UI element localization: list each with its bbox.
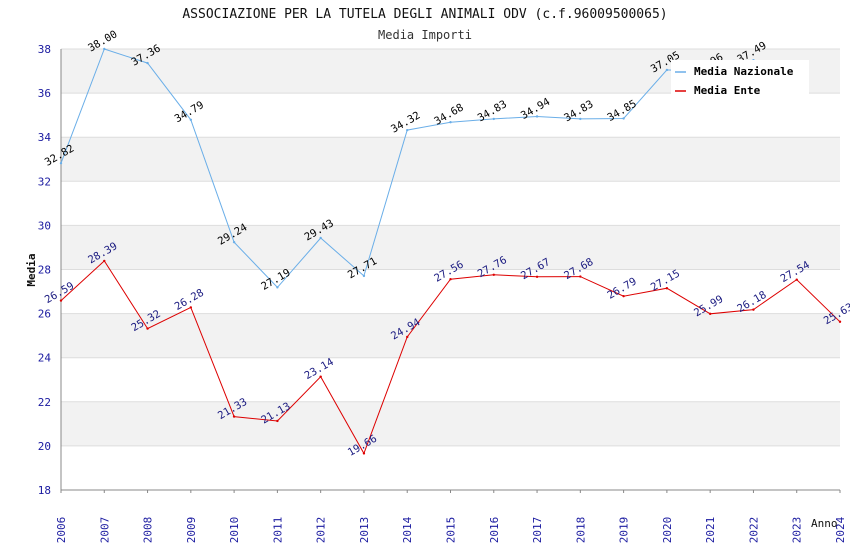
data-point <box>319 375 322 378</box>
y-tick-labels: 18 20 22 24 26 28 30 32 34 36 38 <box>38 43 52 497</box>
data-label: 26.18 <box>735 289 768 315</box>
data-point <box>622 117 625 120</box>
background-band <box>61 401 840 446</box>
data-point <box>579 117 582 121</box>
data-point <box>103 259 106 263</box>
data-label: 34.94 <box>519 96 552 122</box>
x-tick-label: 2023 <box>791 517 804 544</box>
y-tick-label: 36 <box>38 87 51 100</box>
x-tick-labels: 2006 2007 2008 2009 2010 2011 2012 2013 2014 2015… <box>55 490 847 543</box>
data-label: 26.28 <box>173 287 206 313</box>
legend-entry: Media Ente <box>694 84 761 97</box>
data-point <box>449 278 452 281</box>
data-point <box>449 121 452 124</box>
y-tick-label: 38 <box>38 43 51 56</box>
data-label: 34.68 <box>432 102 465 128</box>
data-point <box>276 419 279 423</box>
background-bands <box>61 49 840 446</box>
data-point <box>103 47 106 51</box>
data-label: 34.85 <box>605 98 638 124</box>
data-point <box>492 273 495 276</box>
y-tick-label: 24 <box>38 352 52 365</box>
x-tick-label: 2024 <box>834 516 847 543</box>
x-tick-label: 2018 <box>574 517 587 544</box>
gridlines <box>61 48 840 491</box>
y-tick-label: 32 <box>38 175 51 188</box>
series-lines <box>59 47 842 455</box>
data-label: 34.32 <box>389 109 422 135</box>
y-tick-label: 30 <box>38 219 51 232</box>
x-tick-label: 2014 <box>401 516 414 543</box>
y-tick-label: 28 <box>38 264 51 277</box>
x-tick-label: 2019 <box>618 517 631 544</box>
data-point <box>232 240 236 244</box>
data-point <box>492 117 495 121</box>
x-tick-label: 2007 <box>98 517 111 544</box>
data-point <box>189 118 193 121</box>
data-point <box>319 236 322 240</box>
data-point <box>752 308 755 311</box>
background-band <box>61 225 840 270</box>
data-point <box>59 299 63 302</box>
data-point <box>232 415 236 418</box>
data-point <box>535 115 539 118</box>
data-point <box>838 320 842 323</box>
chart-title: ASSOCIAZIONE PER LA TUTELA DEGLI ANIMALI… <box>182 7 667 22</box>
y-axis-label: Media <box>25 253 38 286</box>
legend-entry: Media Nazionale <box>694 65 794 78</box>
data-point <box>665 287 669 290</box>
x-tick-label: 2010 <box>228 517 241 544</box>
data-point <box>579 275 582 278</box>
x-tick-label: 2015 <box>445 517 458 544</box>
x-tick-label: 2013 <box>358 517 371 544</box>
data-point <box>59 162 63 165</box>
background-band <box>61 137 840 182</box>
data-point <box>795 278 798 281</box>
data-point <box>665 68 669 72</box>
data-point <box>189 306 193 309</box>
data-point <box>535 275 539 278</box>
data-point <box>362 452 366 455</box>
data-label: 26.79 <box>605 275 638 301</box>
data-point <box>708 312 712 316</box>
x-tick-label: 2009 <box>185 517 198 544</box>
data-label: 26.59 <box>43 280 76 306</box>
x-tick-label: 2008 <box>142 517 155 544</box>
x-tick-label: 2022 <box>747 517 760 544</box>
y-tick-label: 18 <box>38 484 51 497</box>
data-point <box>622 294 625 298</box>
x-tick-label: 2020 <box>661 517 674 544</box>
x-tick-label: 2006 <box>55 517 68 544</box>
data-point <box>146 61 149 65</box>
chart-subtitle: Media Importi <box>378 28 472 42</box>
legend: Media Nazionale Media Ente <box>671 60 809 98</box>
legend-box <box>671 60 809 98</box>
y-tick-label: 22 <box>38 396 51 409</box>
x-tick-label: 2016 <box>488 517 501 544</box>
x-tick-label: 2017 <box>531 517 544 544</box>
data-label: 34.83 <box>476 98 509 124</box>
y-tick-label: 20 <box>38 440 51 453</box>
x-tick-label: 2012 <box>315 517 328 544</box>
x-axis-label: Anno <box>811 517 838 530</box>
data-point <box>146 327 149 330</box>
data-point <box>362 274 366 278</box>
data-point <box>406 335 409 339</box>
data-label: 34.83 <box>562 98 595 124</box>
data-label: 27.19 <box>259 267 292 293</box>
data-point <box>276 286 279 289</box>
x-tick-label: 2011 <box>271 517 284 544</box>
background-band <box>61 313 840 358</box>
data-point <box>406 128 409 132</box>
x-tick-label: 2021 <box>704 517 717 544</box>
data-label: 27.15 <box>649 268 682 294</box>
y-tick-label: 26 <box>38 308 51 321</box>
y-tick-label: 34 <box>38 131 52 144</box>
